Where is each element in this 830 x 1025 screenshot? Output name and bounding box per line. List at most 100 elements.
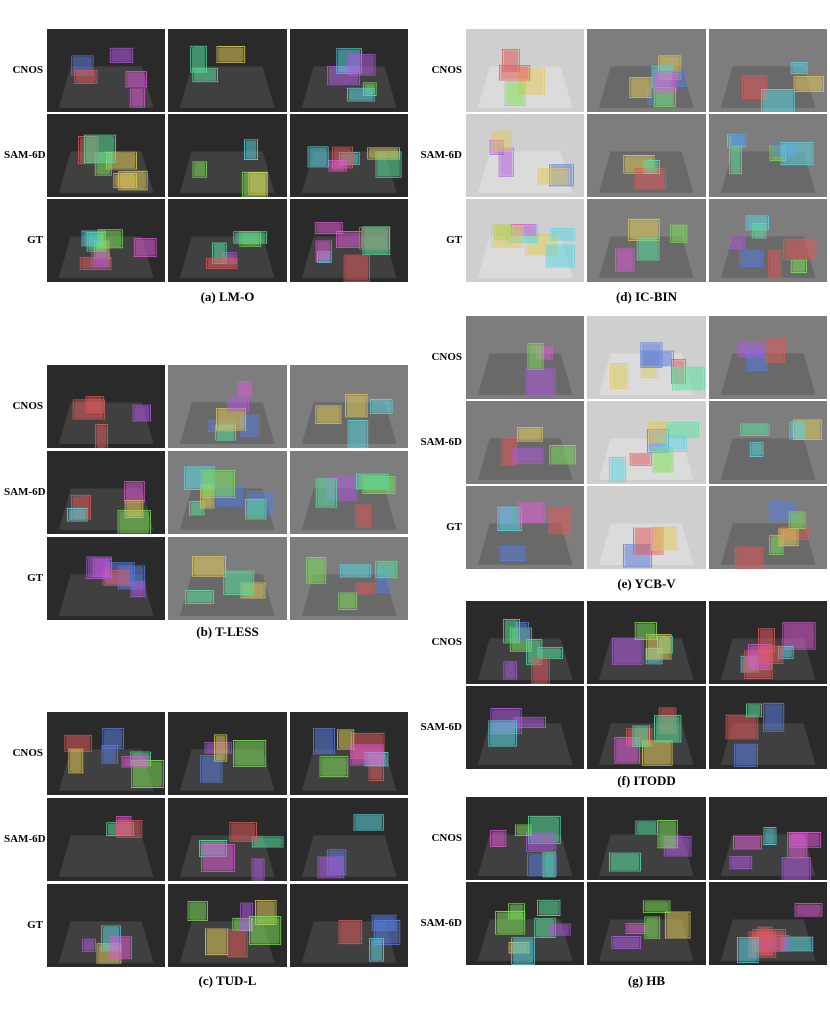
bounding-box (527, 833, 556, 852)
object-mask (245, 140, 257, 159)
object-mask (792, 261, 805, 272)
object-mask (769, 250, 780, 277)
result-image (289, 114, 408, 197)
bounding-box (661, 436, 687, 451)
segmentation-overlay (599, 686, 694, 769)
bounding-box (532, 658, 549, 684)
segmentation-overlay (477, 686, 573, 765)
bounding-box (230, 822, 256, 841)
object-mask (642, 351, 673, 366)
panel-caption: (f) ITODD (617, 773, 676, 788)
object-mask (318, 857, 343, 878)
object-mask (735, 745, 756, 766)
bounding-box (306, 558, 325, 584)
object-mask (208, 259, 237, 268)
object-mask (637, 821, 657, 834)
result-image (289, 537, 408, 620)
bounding-box (224, 571, 254, 594)
bounding-box (492, 226, 523, 247)
result-image (587, 601, 706, 684)
result-image (708, 486, 827, 569)
object-mask (376, 562, 396, 577)
bounding-box (733, 836, 761, 849)
bounding-box (655, 716, 681, 742)
object-mask (239, 382, 250, 396)
object-mask (764, 704, 783, 731)
row-label-cnos: CNOS (431, 63, 462, 76)
bounding-box (186, 591, 214, 604)
bounding-box (347, 88, 374, 101)
object-mask (247, 500, 266, 519)
object-mask (500, 66, 529, 80)
object-mask (370, 939, 382, 961)
bounding-box (83, 939, 96, 951)
segmentation-overlay (180, 114, 275, 197)
bounding-box (193, 162, 206, 177)
bounding-box (193, 557, 226, 577)
object-mask (492, 227, 522, 247)
segmentation-overlay (180, 451, 275, 530)
segmentation-overlay (301, 199, 397, 282)
panel-caption: (c) TUD-L (198, 973, 257, 988)
object-mask (515, 718, 545, 727)
row-label-gt: GT (446, 520, 462, 533)
object-mask (329, 161, 345, 171)
bounding-box (238, 381, 251, 395)
row-label-cnos: CNOS (12, 63, 43, 76)
bounding-box (318, 857, 344, 878)
segmentation-overlay (720, 686, 816, 769)
segmentation-overlay (301, 798, 397, 881)
object-mask (75, 71, 96, 83)
object-mask (341, 565, 369, 577)
object-mask (87, 397, 103, 412)
result-image (587, 114, 706, 197)
result-image (47, 365, 166, 448)
bounding-box (355, 505, 370, 527)
bounding-box (652, 527, 678, 550)
bounding-box (234, 232, 267, 243)
bounding-box (779, 529, 798, 546)
row-label-sam-6d: SAM-6D (420, 435, 462, 448)
segmentation-overlay (477, 401, 584, 480)
object-mask (85, 135, 115, 162)
bounding-box (782, 857, 810, 880)
bounding-box (228, 397, 249, 411)
bounding-box (791, 260, 806, 272)
bounding-box (509, 904, 525, 919)
bounding-box (249, 173, 267, 195)
object-mask (790, 423, 804, 439)
segmentation-overlay (599, 401, 705, 484)
object-mask (547, 245, 574, 267)
bounding-box (616, 249, 635, 271)
segmentation-overlay (180, 199, 275, 278)
bounding-box (206, 929, 228, 955)
object-mask (363, 227, 389, 254)
object-mask (229, 930, 247, 957)
object-mask (761, 647, 782, 663)
result-image (466, 686, 585, 769)
object-mask (111, 49, 132, 62)
object-mask (551, 924, 569, 935)
scene-background (720, 438, 816, 480)
result-image (289, 199, 408, 282)
bounding-box (610, 458, 626, 482)
result-image (168, 537, 287, 620)
object-mask (338, 730, 353, 749)
scene-background (180, 66, 275, 108)
object-mask (782, 937, 812, 950)
object-mask (529, 344, 542, 369)
object-mask (730, 147, 740, 173)
object-mask (253, 859, 264, 881)
object-mask (650, 423, 667, 442)
object-mask (643, 741, 672, 765)
segmentation-overlay (720, 316, 816, 395)
result-image (587, 686, 706, 769)
result-image (587, 29, 706, 112)
object-mask (132, 582, 144, 596)
bounding-box (765, 338, 784, 362)
bounding-box (110, 48, 132, 62)
bounding-box (348, 420, 368, 447)
segmentation-overlay (720, 882, 827, 965)
object-mask (613, 937, 640, 948)
object-mask (762, 90, 793, 112)
